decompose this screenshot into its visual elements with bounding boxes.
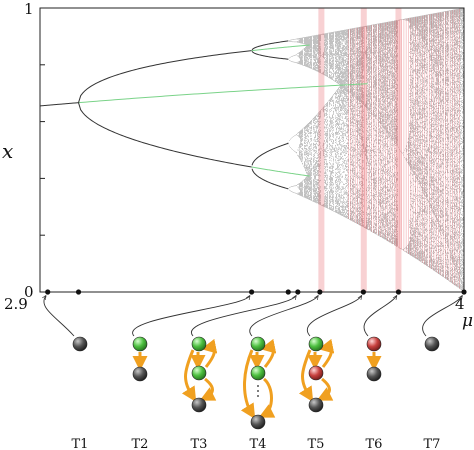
red-node — [366, 336, 382, 352]
escape-arrow — [258, 377, 276, 418]
unstable-fixed-point — [78, 83, 368, 104]
periodic-window-band — [318, 8, 325, 292]
axis-marker-dot — [360, 289, 366, 295]
gray-node — [191, 397, 207, 413]
axis-markers — [45, 289, 467, 295]
bifurcation-plot — [40, 8, 464, 292]
marker-connector — [44, 296, 75, 337]
return-arrow — [318, 338, 335, 368]
timeline-label: T3 — [191, 437, 208, 450]
green-node — [132, 336, 148, 352]
axis-marker-dot — [285, 289, 291, 295]
escape-arrow — [240, 349, 256, 420]
return-arrow — [201, 338, 218, 368]
period2-lower-branch — [78, 102, 252, 168]
bifurcation-branches — [40, 40, 368, 190]
marker-connector — [363, 296, 396, 337]
timeline-label: T5 — [308, 437, 325, 450]
marker-connector — [249, 296, 318, 337]
axis-marker-dot — [317, 289, 323, 295]
timeline-column: T5 — [298, 296, 362, 450]
escape-arrow — [181, 349, 197, 403]
green-node — [308, 336, 324, 352]
gray-node — [72, 336, 88, 352]
timeline-label: T7 — [424, 437, 441, 450]
axis-ticks — [40, 64, 45, 236]
axis-marker-dot — [75, 289, 82, 295]
x-right-tick: 4 — [455, 295, 465, 313]
period4-branch — [251, 142, 289, 166]
axis-marker-dot — [395, 289, 402, 295]
axis-marker-dot — [45, 289, 51, 295]
escape-arrow — [298, 349, 314, 403]
escape-arrow — [316, 377, 334, 401]
timeline-column: T7 — [422, 296, 462, 450]
timeline-diagrams: T1 T2 T3 T4 T5 T6 T7 — [44, 296, 462, 450]
unstable-orbit-lines — [318, 8, 460, 292]
axis-marker-dot — [461, 289, 467, 295]
period2-unstable-upper — [251, 44, 310, 52]
period2-upper-branch — [78, 50, 252, 103]
axis-marker-dot — [249, 289, 255, 295]
ellipsis-dot — [257, 390, 259, 392]
green-node — [250, 365, 266, 381]
fixed-point-branch — [40, 102, 79, 107]
timeline-column: T4 — [240, 296, 318, 450]
timeline-column: T6 — [363, 296, 396, 450]
x-left-tick: 2.9 — [4, 295, 28, 313]
timeline-label: T1 — [72, 437, 89, 450]
period2-unstable-lower — [251, 166, 310, 177]
gray-node — [366, 366, 382, 382]
y-top-tick: 1 — [24, 0, 34, 18]
green-node — [191, 336, 207, 352]
green-node — [250, 336, 266, 352]
gray-node — [250, 414, 266, 430]
marker-connector — [132, 296, 250, 337]
axis-marker-dot — [295, 289, 301, 295]
period4-branch — [251, 40, 289, 51]
return-arrow — [260, 338, 277, 368]
y-bottom-tick: 0 — [24, 283, 34, 301]
escape-arrow — [199, 377, 217, 401]
gray-node — [132, 366, 148, 382]
timeline-label: T6 — [366, 437, 383, 450]
ellipsis-dot — [257, 385, 259, 387]
timeline-label: T2 — [132, 437, 149, 450]
red-node — [308, 365, 324, 381]
gray-node — [424, 336, 440, 352]
periodic-window-band — [360, 8, 367, 292]
period4-branch — [251, 50, 289, 60]
green-node — [191, 365, 207, 381]
marker-connector — [306, 296, 361, 337]
timeline-column: T1 — [44, 296, 89, 450]
periodic-window-band — [395, 8, 402, 292]
timeline-label: T4 — [250, 437, 267, 450]
timeline-column: T2 — [132, 296, 250, 450]
ellipsis-dot — [257, 395, 259, 397]
timeline-column: T3 — [181, 296, 296, 450]
marker-connector — [191, 296, 295, 337]
y-axis-label: x — [2, 139, 13, 163]
marker-connector — [422, 296, 462, 337]
gray-node — [308, 397, 324, 413]
x-axis-label: μ — [462, 311, 473, 331]
period4-branch — [251, 168, 289, 190]
